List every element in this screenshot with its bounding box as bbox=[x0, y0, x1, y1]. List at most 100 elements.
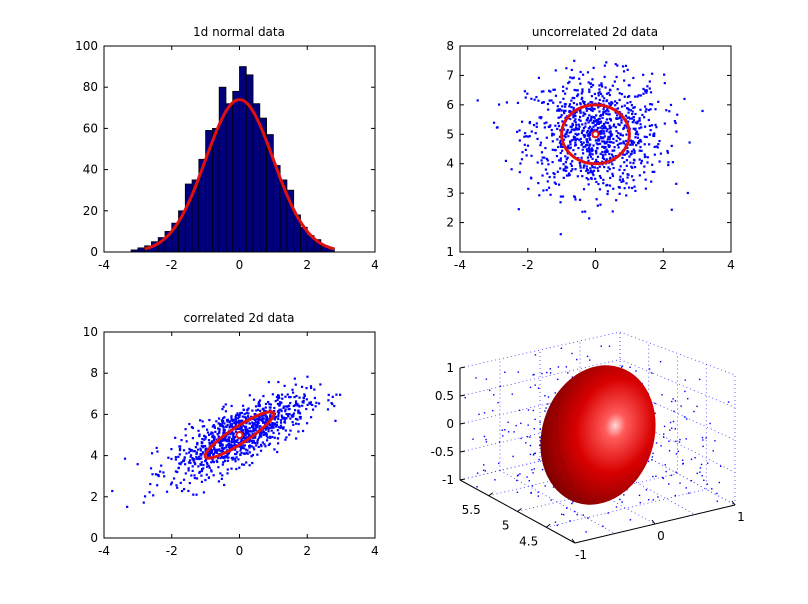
correlated-point bbox=[201, 468, 204, 471]
correlated-point bbox=[154, 473, 157, 476]
uncorrelated-point bbox=[601, 116, 604, 120]
3d-point bbox=[629, 519, 632, 521]
correlated-point bbox=[275, 421, 279, 424]
correlated-xtick-label: 4 bbox=[371, 544, 379, 558]
uncorrelated-point bbox=[542, 100, 545, 104]
correlated-point bbox=[262, 417, 265, 420]
correlated-point bbox=[193, 476, 196, 480]
correlated-point bbox=[201, 441, 204, 444]
uncorrelated-ytick-label: 2 bbox=[446, 216, 454, 230]
correlated-point bbox=[194, 446, 197, 449]
correlated-point bbox=[207, 476, 210, 479]
uncorrelated-point bbox=[622, 142, 626, 145]
3d-point bbox=[485, 441, 488, 443]
uncorrelated-point bbox=[648, 133, 652, 136]
3d-point bbox=[497, 401, 499, 404]
correlated-point bbox=[211, 431, 214, 435]
correlated-point bbox=[188, 422, 191, 426]
correlated-xtick-label: 0 bbox=[236, 544, 244, 558]
correlated-point bbox=[192, 457, 195, 461]
uncorrelated-point bbox=[649, 91, 653, 94]
uncorrelated-xtick-label: -4 bbox=[454, 258, 466, 272]
uncorrelated-point bbox=[618, 168, 621, 171]
uncorrelated-point bbox=[646, 161, 649, 164]
uncorrelated-point bbox=[619, 132, 622, 135]
uncorrelated-point bbox=[510, 168, 513, 171]
uncorrelated-point bbox=[629, 143, 632, 146]
uncorrelated-point bbox=[527, 187, 530, 190]
uncorrelated-point bbox=[655, 145, 658, 148]
correlated-point bbox=[226, 472, 229, 475]
correlated-point bbox=[202, 425, 206, 428]
uncorrelated-point bbox=[618, 178, 622, 181]
correlated-point bbox=[286, 414, 290, 417]
correlated-point bbox=[255, 418, 258, 421]
uncorrelated-point bbox=[565, 87, 568, 90]
uncorrelated-point bbox=[518, 139, 521, 142]
3d-point bbox=[549, 372, 552, 374]
correlated-point bbox=[148, 491, 151, 494]
correlated-point bbox=[296, 404, 299, 407]
correlated-point bbox=[208, 453, 212, 457]
correlated-point bbox=[235, 456, 238, 459]
histogram-bar bbox=[211, 127, 220, 253]
correlated-point bbox=[199, 463, 202, 466]
correlated-point bbox=[210, 450, 214, 454]
uncorrelated-point bbox=[597, 169, 600, 172]
3d-point bbox=[675, 440, 677, 443]
uncorrelated-point bbox=[637, 94, 640, 97]
uncorrelated-point bbox=[625, 107, 629, 110]
uncorrelated-point bbox=[551, 132, 554, 135]
3d-point bbox=[661, 476, 664, 479]
uncorrelated-point bbox=[651, 170, 654, 174]
uncorrelated-point bbox=[605, 148, 608, 151]
histogram-fit-curve bbox=[144, 98, 335, 251]
uncorrelated-point bbox=[568, 103, 572, 106]
3d-xtick-mark bbox=[731, 500, 736, 506]
uncorrelated-point bbox=[595, 198, 598, 201]
uncorrelated-point bbox=[607, 166, 610, 169]
correlated-point bbox=[294, 400, 298, 403]
uncorrelated-point bbox=[565, 169, 568, 172]
uncorrelated-point bbox=[653, 145, 656, 149]
uncorrelated-point bbox=[548, 175, 551, 179]
correlated-point bbox=[258, 434, 262, 437]
uncorrelated-point bbox=[626, 68, 629, 71]
uncorrelated-ytick-label: 4 bbox=[446, 157, 454, 171]
uncorrelated-point bbox=[626, 176, 629, 179]
correlated-point bbox=[263, 421, 267, 424]
correlated-point bbox=[240, 411, 243, 415]
correlated-point bbox=[247, 407, 250, 410]
uncorrelated-point bbox=[579, 166, 582, 169]
3d-point bbox=[652, 452, 654, 455]
uncorrelated-point bbox=[589, 143, 592, 146]
uncorrelated-point bbox=[582, 141, 585, 144]
uncorrelated-point bbox=[657, 143, 660, 146]
uncorrelated-point bbox=[611, 84, 614, 87]
uncorrelated-point bbox=[618, 192, 621, 195]
correlated-point bbox=[178, 447, 182, 450]
3d-point bbox=[701, 436, 704, 439]
correlated-point bbox=[291, 420, 294, 424]
3d-point bbox=[657, 496, 659, 498]
uncorrelated-point bbox=[530, 130, 533, 133]
uncorrelated-point bbox=[599, 114, 603, 117]
uncorrelated-point bbox=[572, 138, 575, 141]
correlated-point bbox=[239, 449, 242, 452]
correlated-point bbox=[230, 423, 233, 427]
uncorrelated-point bbox=[603, 146, 606, 150]
correlated-point bbox=[241, 419, 244, 422]
correlated-point bbox=[243, 444, 246, 447]
uncorrelated-point bbox=[580, 156, 583, 159]
correlated-point bbox=[213, 425, 216, 428]
3d-point bbox=[534, 384, 536, 386]
3d-point bbox=[494, 479, 496, 481]
uncorrelated-point bbox=[626, 95, 630, 99]
uncorrelated-point bbox=[612, 125, 615, 128]
3d-point bbox=[533, 427, 536, 430]
uncorrelated-point bbox=[565, 124, 568, 127]
3d-point bbox=[483, 435, 486, 438]
correlated-point bbox=[331, 395, 334, 398]
3d-point bbox=[635, 370, 637, 372]
